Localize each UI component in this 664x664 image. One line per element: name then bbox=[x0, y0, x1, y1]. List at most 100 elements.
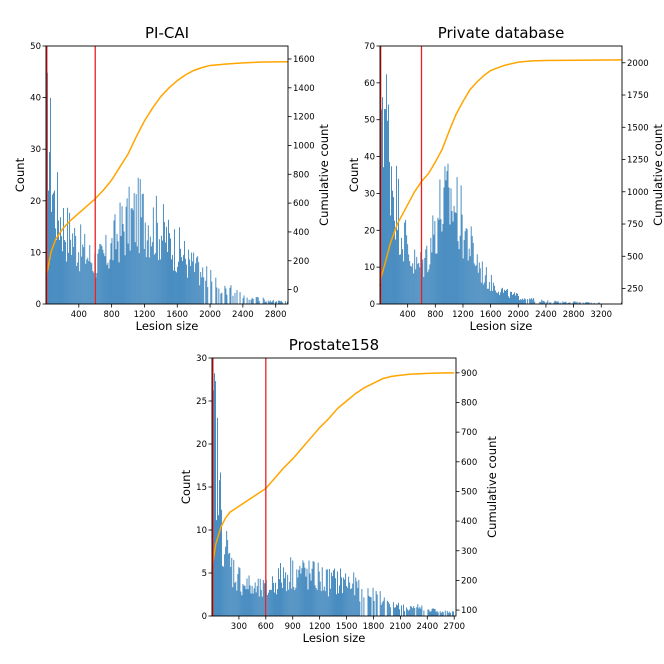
y2-tick-label: 1000 bbox=[293, 141, 315, 151]
histogram-bar bbox=[521, 299, 523, 304]
histogram-bar bbox=[407, 244, 409, 304]
histogram-bar bbox=[116, 233, 118, 304]
histogram-bar bbox=[299, 565, 301, 616]
histogram-bar bbox=[248, 575, 250, 616]
histogram-bar bbox=[64, 240, 66, 304]
histogram-bar bbox=[283, 567, 285, 616]
histogram-bar bbox=[128, 186, 130, 304]
histogram-bar bbox=[421, 605, 423, 616]
histogram-bar bbox=[419, 267, 421, 304]
histogram-bar bbox=[413, 273, 415, 304]
histogram-bar bbox=[135, 194, 137, 304]
histogram-bar bbox=[179, 227, 180, 304]
histogram-bar bbox=[523, 299, 525, 304]
histogram-bar bbox=[60, 217, 61, 304]
histogram-bar bbox=[270, 302, 272, 304]
x-tick-label: 1200 bbox=[309, 622, 331, 632]
histogram-bar bbox=[428, 269, 430, 304]
histogram-bar bbox=[372, 587, 374, 616]
chart-title: PI-CAI bbox=[145, 24, 189, 42]
histogram-bar bbox=[232, 587, 234, 616]
y2-tick-label: 200 bbox=[293, 257, 309, 267]
histogram-bar bbox=[494, 290, 496, 304]
histogram-bar bbox=[225, 288, 227, 304]
histogram-bar bbox=[273, 582, 274, 616]
histogram-bar bbox=[111, 238, 113, 304]
histogram-bar bbox=[164, 242, 166, 304]
histogram-bar bbox=[86, 259, 88, 304]
histogram-bar bbox=[250, 593, 252, 616]
y-tick-label: 10 bbox=[364, 263, 375, 273]
histogram-bar bbox=[478, 262, 480, 304]
histogram-bar bbox=[274, 301, 276, 304]
histogram-bar bbox=[190, 266, 192, 304]
histogram-bar bbox=[418, 262, 420, 304]
histogram-bar bbox=[373, 600, 375, 616]
histogram-bar bbox=[496, 293, 498, 304]
y-axis-label: Count bbox=[179, 469, 193, 504]
histogram-bar bbox=[141, 194, 143, 304]
histogram-bar bbox=[539, 301, 541, 304]
histogram-bar bbox=[416, 607, 418, 616]
histogram-bar bbox=[471, 235, 473, 304]
histogram-bar bbox=[220, 472, 221, 616]
histogram-bar bbox=[230, 566, 232, 616]
histogram-bar bbox=[292, 560, 294, 616]
histogram-bar bbox=[524, 298, 526, 304]
histogram-bar bbox=[547, 300, 549, 304]
histogram-bar bbox=[568, 302, 570, 304]
histogram-bar bbox=[403, 604, 404, 616]
histogram-bar bbox=[324, 591, 326, 616]
histogram-bar bbox=[184, 240, 185, 304]
histogram-bar bbox=[242, 298, 244, 304]
histogram-bar bbox=[550, 302, 552, 304]
histogram-bar bbox=[310, 580, 312, 616]
histogram-bar bbox=[305, 576, 307, 616]
cumulative-count-line bbox=[379, 59, 623, 287]
y2-tick-label: 1600 bbox=[293, 55, 315, 65]
histogram-bar bbox=[399, 254, 401, 304]
histogram-bar bbox=[429, 611, 431, 616]
histogram-bar bbox=[182, 261, 183, 304]
histogram-bar bbox=[226, 531, 228, 616]
histogram-bar bbox=[575, 302, 577, 304]
y2-tick-label: 0 bbox=[293, 286, 298, 296]
histogram-bar bbox=[281, 302, 283, 304]
x-tick-label: 2700 bbox=[443, 622, 465, 632]
histogram-bar bbox=[582, 302, 584, 304]
histogram-bar bbox=[317, 562, 319, 616]
histogram-bar bbox=[327, 596, 329, 616]
histogram-bar bbox=[510, 291, 511, 304]
histogram-bar bbox=[509, 297, 510, 304]
histogram-bar bbox=[302, 560, 304, 616]
histogram-bar bbox=[218, 288, 220, 304]
histogram-bar bbox=[51, 211, 52, 304]
histogram-bar bbox=[556, 302, 558, 304]
histogram-bar bbox=[90, 262, 92, 304]
histogram-bar bbox=[123, 231, 125, 304]
histogram-bar bbox=[434, 221, 436, 304]
histogram-bar bbox=[480, 282, 482, 304]
histogram-bar bbox=[211, 281, 213, 304]
histogram-bar bbox=[115, 249, 117, 304]
histogram-bar bbox=[240, 591, 242, 616]
histogram-bar bbox=[311, 568, 313, 616]
histogram-bar bbox=[489, 290, 491, 304]
histogram-bar bbox=[117, 241, 119, 304]
histogram-bar bbox=[397, 605, 398, 616]
histogram-bar bbox=[497, 291, 499, 304]
histogram-bar bbox=[347, 587, 349, 616]
histogram-bar bbox=[363, 597, 365, 616]
histogram-bar bbox=[443, 187, 445, 304]
histogram-bar bbox=[217, 417, 218, 616]
histogram-bar bbox=[291, 588, 293, 616]
histogram-bar bbox=[192, 261, 194, 304]
histogram-bar bbox=[114, 214, 116, 304]
histogram-bar bbox=[171, 259, 172, 304]
histogram-bar bbox=[319, 581, 321, 616]
histogram-bar bbox=[62, 251, 63, 304]
x-axis-label: Lesion size bbox=[136, 319, 199, 333]
histogram-bar bbox=[348, 576, 350, 616]
histogram-bar bbox=[165, 226, 167, 304]
histogram-bar bbox=[242, 584, 244, 616]
